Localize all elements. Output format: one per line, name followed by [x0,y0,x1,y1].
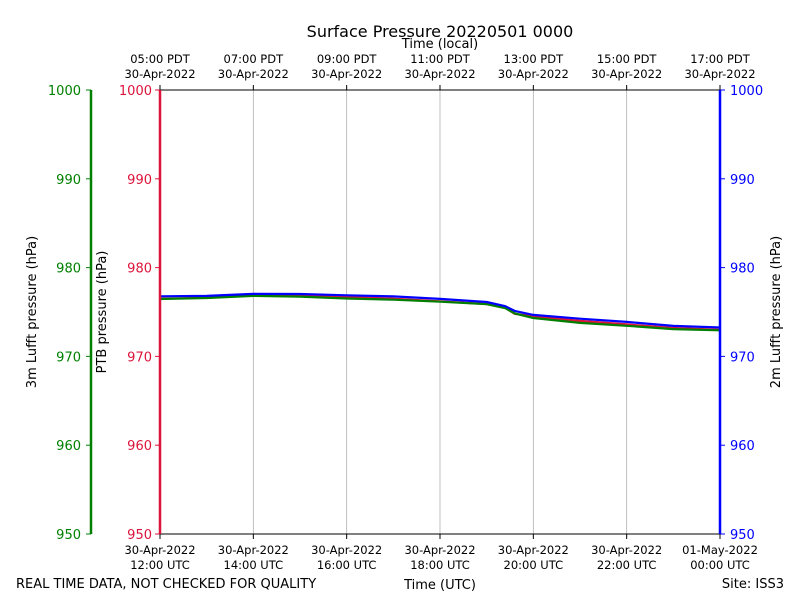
right-tick-label: 950 [730,528,755,543]
top-tick-time: 13:00 PDT [504,52,565,66]
left-outer-tick-label: 990 [56,173,81,188]
top-tick-date: 30-Apr-2022 [311,67,382,81]
left-outer-tick-label: 980 [56,262,81,277]
bottom-tick-time: 00:00 UTC [690,558,750,572]
top-tick-date: 30-Apr-2022 [591,67,662,81]
axes: 950 950 950 960 960 960 970 970 970 980 980 980 990 9… [48,52,763,572]
left-inner-axis-label: PTB pressure (hPa) [95,251,110,374]
grid-lines [252,90,628,534]
bottom-tick-time: 18:00 UTC [410,558,470,572]
left-outer-tick-label: 950 [56,528,81,543]
series-line-2m-lufft [159,292,721,329]
top-tick-time: 09:00 PDT [317,52,378,66]
quality-disclaimer: REAL TIME DATA, NOT CHECKED FOR QUALITY [16,577,316,592]
left-outer-tick-label: 960 [56,439,81,454]
bottom-tick-time: 14:00 UTC [224,558,284,572]
x-axis-label: Time (UTC) [403,578,476,593]
left-inner-tick-label: 950 [127,528,152,543]
bottom-tick-time: 12:00 UTC [130,558,190,572]
bottom-tick-date: 30-Apr-2022 [404,543,475,557]
right-tick-label: 1000 [730,84,763,99]
bottom-tick-time: 20:00 UTC [504,558,564,572]
top-axis-label: Time (local) [401,37,478,52]
data-series [159,292,721,332]
top-tick-time: 05:00 PDT [130,52,191,66]
bottom-tick-date: 30-Apr-2022 [591,543,662,557]
top-tick-time: 17:00 PDT [690,52,751,66]
top-tick-time: 11:00 PDT [410,52,471,66]
top-tick-time: 15:00 PDT [597,52,658,66]
right-tick-label: 970 [730,350,755,365]
left-inner-tick-label: 1000 [119,84,152,99]
top-tick-date: 30-Apr-2022 [684,67,755,81]
chart-title: Surface Pressure 20220501 0000 [307,22,574,41]
top-tick-date: 30-Apr-2022 [124,67,195,81]
left-outer-tick-label: 1000 [48,84,81,99]
left-inner-tick-label: 980 [127,262,152,277]
right-axis-label: 2m Lufft pressure (hPa) [769,236,784,388]
top-tick-date: 30-Apr-2022 [404,67,475,81]
bottom-tick-date: 30-Apr-2022 [311,543,382,557]
bottom-tick-time: 22:00 UTC [597,558,657,572]
left-inner-tick-label: 990 [127,173,152,188]
bottom-tick-date: 30-Apr-2022 [498,543,569,557]
left-inner-tick-label: 970 [127,350,152,365]
bottom-tick-time: 16:00 UTC [317,558,377,572]
top-tick-date: 30-Apr-2022 [498,67,569,81]
left-outer-tick-label: 970 [56,350,81,365]
right-tick-label: 980 [730,262,755,277]
left-inner-tick-label: 960 [127,439,152,454]
top-tick-time: 07:00 PDT [224,52,285,66]
bottom-tick-date: 30-Apr-2022 [124,543,195,557]
series-line-3m-lufft [159,294,721,332]
site-label: Site: ISS3 [722,577,784,592]
right-tick-label: 960 [730,439,755,454]
bottom-tick-date: 30-Apr-2022 [218,543,289,557]
top-tick-date: 30-Apr-2022 [218,67,289,81]
right-tick-label: 990 [730,173,755,188]
left-outer-axis-label: 3m Lufft pressure (hPa) [25,236,40,388]
bottom-tick-date: 01-May-2022 [682,543,758,557]
